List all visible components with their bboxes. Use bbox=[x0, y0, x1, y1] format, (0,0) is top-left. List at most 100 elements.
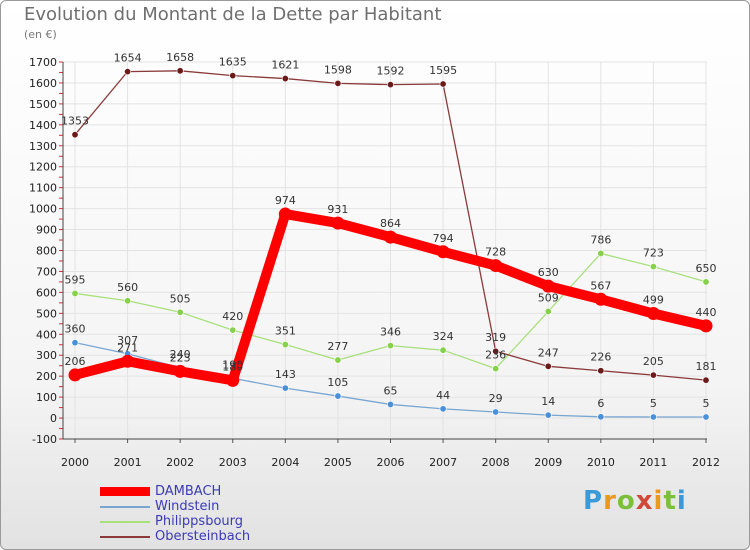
data-point-obersteinbach bbox=[334, 79, 342, 87]
data-point-windstein bbox=[439, 405, 447, 413]
data-label-windstein: 65 bbox=[384, 384, 398, 397]
data-point-windstein bbox=[281, 384, 289, 392]
data-label-windstein: 360 bbox=[65, 323, 86, 336]
data-point-dambach bbox=[278, 207, 292, 221]
data-point-philippsbourg bbox=[492, 365, 500, 373]
y-tick-label: 0 bbox=[50, 412, 57, 425]
data-point-dambach bbox=[331, 216, 345, 230]
data-label-obersteinbach: 319 bbox=[485, 331, 506, 344]
data-label-dambach: 223 bbox=[170, 351, 191, 364]
data-label-windstein: 6 bbox=[597, 397, 604, 410]
y-tick-label: 1600 bbox=[29, 77, 57, 90]
data-label-obersteinbach: 1595 bbox=[429, 64, 457, 77]
legend-swatch bbox=[100, 505, 150, 508]
data-label-obersteinbach: 205 bbox=[643, 355, 664, 368]
legend-swatch bbox=[100, 520, 150, 523]
data-label-windstein: 307 bbox=[117, 334, 138, 347]
proxiti-logo: Proxiti bbox=[583, 486, 687, 516]
data-label-obersteinbach: 1621 bbox=[271, 59, 299, 72]
data-label-windstein: 143 bbox=[275, 368, 296, 381]
grid bbox=[63, 61, 707, 440]
x-tick-label: 2012 bbox=[692, 456, 720, 469]
data-label-dambach: 728 bbox=[485, 246, 506, 259]
data-point-obersteinbach bbox=[544, 362, 552, 370]
data-label-windstein: 190 bbox=[222, 358, 243, 371]
axes: -100 0 100 200 300 400 500 600 700 800 900 1000 1100… bbox=[29, 56, 720, 469]
data-point-windstein bbox=[71, 339, 79, 347]
data-point-dambach bbox=[646, 307, 660, 321]
y-tick-label: 300 bbox=[36, 349, 57, 362]
data-point-philippsbourg bbox=[702, 278, 710, 286]
data-label-dambach: 794 bbox=[433, 232, 454, 245]
data-label-dambach: 630 bbox=[538, 266, 559, 279]
data-label-dambach: 499 bbox=[643, 294, 664, 307]
data-point-philippsbourg bbox=[597, 249, 605, 257]
data-label-philippsbourg: 723 bbox=[643, 247, 664, 260]
y-tick-label: 1200 bbox=[29, 161, 57, 174]
data-label-philippsbourg: 351 bbox=[275, 325, 296, 338]
x-tick-label: 2000 bbox=[61, 456, 89, 469]
x-tick-label: 2005 bbox=[324, 456, 352, 469]
data-label-obersteinbach: 181 bbox=[696, 360, 717, 373]
data-label-dambach: 271 bbox=[117, 341, 138, 354]
y-tick-label: 1500 bbox=[29, 98, 57, 111]
data-label-windstein: 5 bbox=[650, 397, 657, 410]
x-tick-label: 2006 bbox=[377, 456, 405, 469]
data-point-philippsbourg bbox=[544, 307, 552, 315]
data-label-philippsbourg: 650 bbox=[696, 262, 717, 275]
data-point-dambach bbox=[384, 230, 397, 244]
data-point-obersteinbach bbox=[439, 80, 447, 88]
y-tick-label: 900 bbox=[36, 224, 57, 237]
data-label-dambach: 567 bbox=[590, 279, 611, 292]
data-point-dambach bbox=[594, 292, 608, 306]
data-point-obersteinbach bbox=[281, 75, 289, 83]
data-label-dambach: 180 bbox=[222, 360, 243, 373]
data-point-dambach bbox=[541, 279, 555, 293]
data-point-philippsbourg bbox=[649, 263, 657, 271]
data-label-windstein: 105 bbox=[327, 376, 348, 389]
data-point-philippsbourg bbox=[439, 346, 447, 354]
data-labels: 206 271 223 180 974 931 864 794 728 630 567 499 440 3… bbox=[61, 51, 717, 410]
data-point-obersteinbach bbox=[492, 347, 500, 355]
legend-label: Windstein bbox=[155, 499, 220, 514]
data-point-dambach bbox=[121, 354, 135, 368]
data-point-obersteinbach bbox=[386, 81, 394, 89]
data-point-dambach bbox=[436, 245, 450, 259]
data-point-windstein bbox=[597, 413, 605, 421]
data-label-windstein: 44 bbox=[436, 389, 450, 402]
y-tick-label: 1100 bbox=[29, 182, 57, 195]
data-point-obersteinbach bbox=[649, 371, 657, 379]
data-point-dambach bbox=[173, 364, 187, 378]
y-tick-label: 500 bbox=[36, 307, 57, 320]
chart-title: Evolution du Montant de la Dette par Hab… bbox=[24, 4, 442, 25]
x-tick-label: 2002 bbox=[166, 456, 194, 469]
y-tick-label: 1000 bbox=[29, 203, 57, 216]
x-tick-label: 2010 bbox=[587, 456, 615, 469]
data-point-philippsbourg bbox=[124, 297, 132, 305]
data-point-windstein bbox=[334, 392, 342, 400]
x-tick-label: 2007 bbox=[429, 456, 457, 469]
series-lines bbox=[68, 67, 713, 421]
data-label-philippsbourg: 346 bbox=[380, 326, 401, 339]
legend-label: DAMBACH bbox=[155, 484, 222, 499]
data-point-windstein bbox=[702, 413, 710, 421]
x-tick-label: 2001 bbox=[114, 456, 142, 469]
data-label-dambach: 206 bbox=[65, 355, 86, 368]
data-label-windstein: 14 bbox=[541, 395, 555, 408]
data-label-obersteinbach: 247 bbox=[538, 346, 559, 359]
data-label-obersteinbach: 1654 bbox=[114, 52, 142, 65]
data-label-obersteinbach: 1353 bbox=[61, 115, 89, 128]
data-label-obersteinbach: 226 bbox=[590, 351, 611, 364]
data-label-windstein: 5 bbox=[703, 397, 710, 410]
data-point-philippsbourg bbox=[229, 326, 237, 334]
data-label-philippsbourg: 595 bbox=[65, 273, 86, 286]
data-label-windstein: 240 bbox=[170, 348, 191, 361]
data-point-obersteinbach bbox=[229, 72, 237, 80]
data-point-philippsbourg bbox=[281, 341, 289, 349]
y-tick-label: 1700 bbox=[29, 56, 57, 69]
data-label-dambach: 974 bbox=[275, 194, 296, 207]
data-point-windstein bbox=[386, 400, 394, 408]
data-point-philippsbourg bbox=[386, 342, 394, 350]
data-label-obersteinbach: 1658 bbox=[166, 51, 194, 64]
data-point-dambach bbox=[226, 373, 240, 387]
